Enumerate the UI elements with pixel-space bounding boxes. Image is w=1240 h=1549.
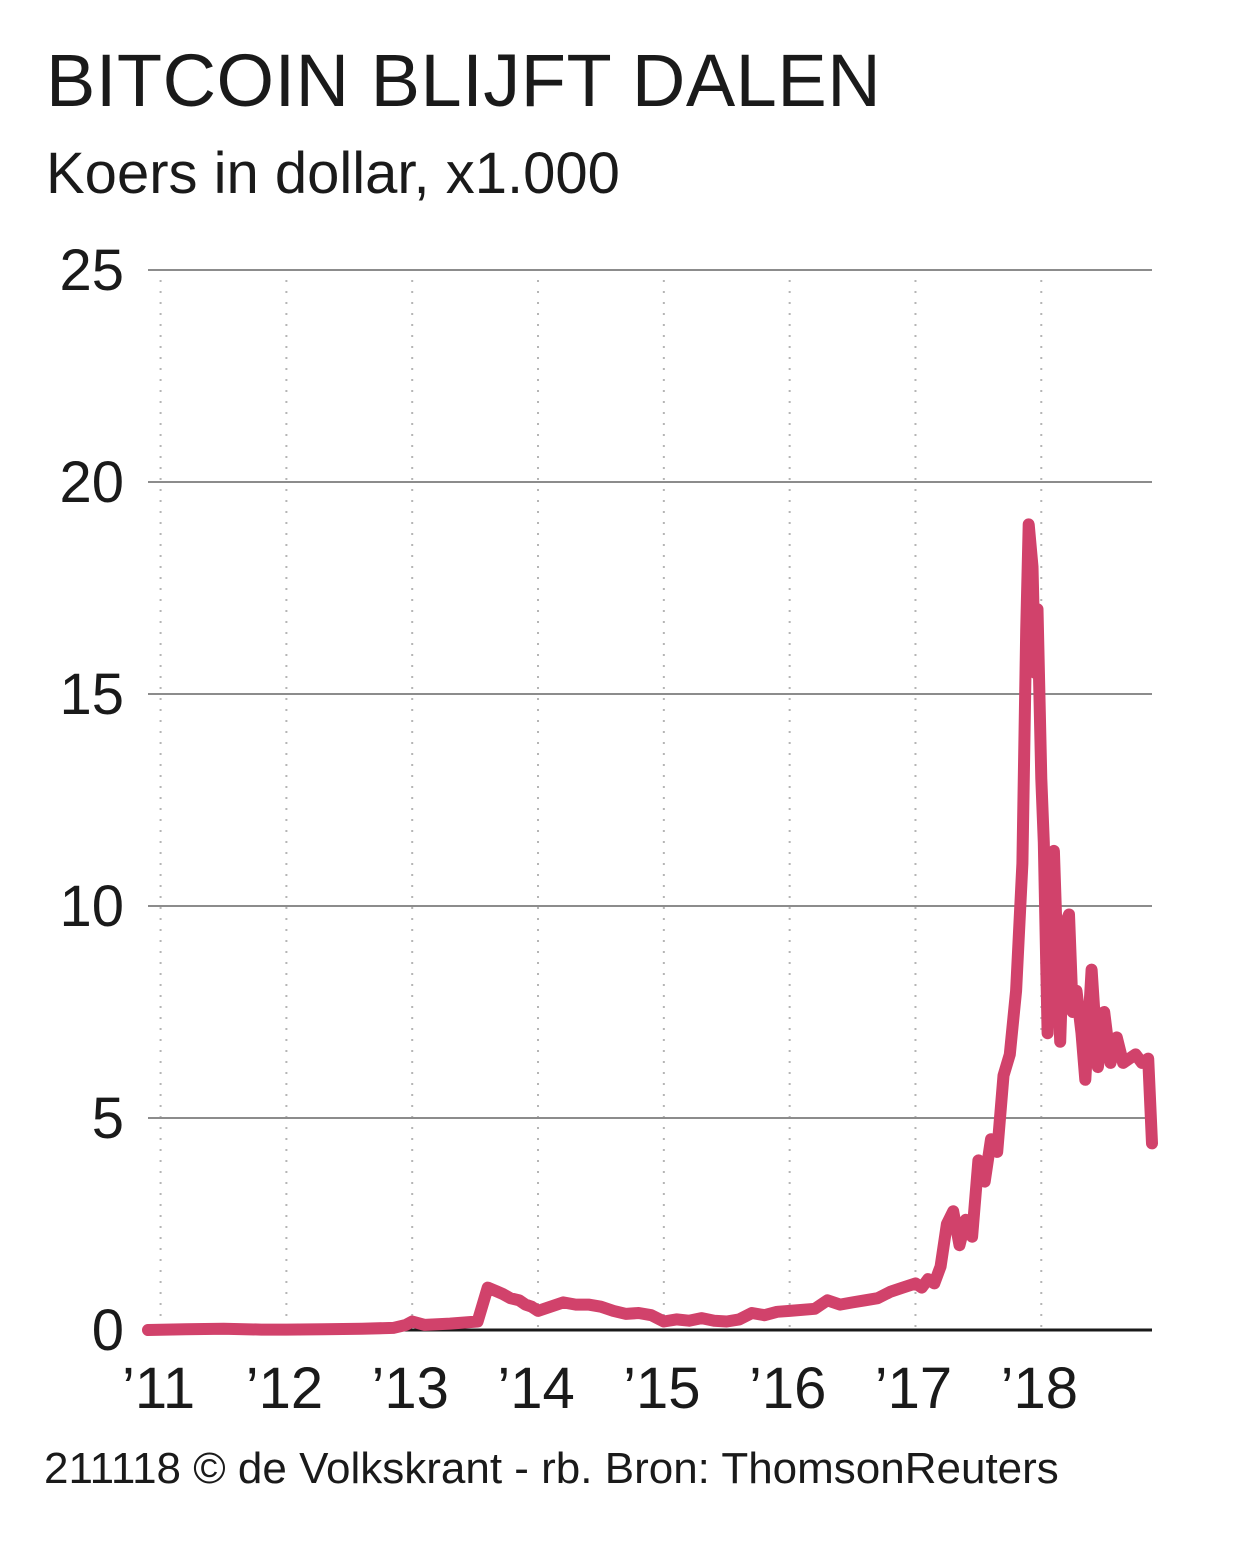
x-tick-label: ’14 bbox=[497, 1356, 574, 1421]
x-tick-label: ’18 bbox=[1001, 1356, 1078, 1421]
chart-title: BITCOIN BLIJFT DALEN bbox=[46, 39, 882, 122]
y-axis-tick-labels: 0 5 10 15 20 25 bbox=[59, 238, 124, 1363]
vertical-gridlines bbox=[159, 280, 1043, 1330]
x-axis-tick-labels: ’11 ’12 ’13 ’14 ’15 ’16 ’17 ’18 bbox=[122, 1356, 1078, 1421]
x-tick-label: ’12 bbox=[246, 1356, 323, 1421]
y-tick-label: 10 bbox=[59, 874, 124, 939]
horizontal-gridlines bbox=[148, 269, 1152, 1332]
x-tick-label: ’13 bbox=[372, 1356, 449, 1421]
x-tick-label: ’11 bbox=[122, 1356, 195, 1421]
y-tick-label: 20 bbox=[59, 450, 124, 515]
y-tick-label: 25 bbox=[59, 238, 124, 303]
price-series bbox=[142, 518, 1158, 1336]
x-tick-label: ’16 bbox=[749, 1356, 826, 1421]
x-tick-label: ’15 bbox=[623, 1356, 700, 1421]
y-tick-label: 15 bbox=[59, 662, 124, 727]
x-tick-label: ’17 bbox=[875, 1356, 952, 1421]
y-tick-label: 5 bbox=[92, 1086, 124, 1151]
y-tick-label: 0 bbox=[92, 1298, 124, 1363]
chart-subtitle: Koers in dollar, x1.000 bbox=[46, 141, 620, 206]
series-line bbox=[142, 518, 1158, 1336]
source-credit: 211118 © de Volkskrant - rb. Bron: Thoms… bbox=[44, 1444, 1059, 1493]
